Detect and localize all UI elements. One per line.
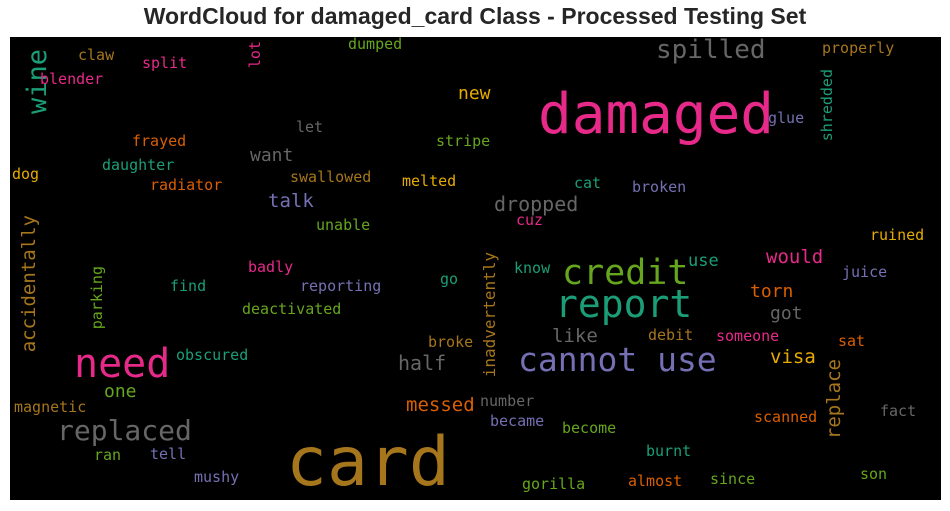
word-melted: melted [402,172,457,190]
word-glue: glue [768,109,805,127]
word-son: son [860,465,888,483]
word-almost: almost [628,472,683,490]
word-accidentally: accidentally [18,215,40,353]
word-cuz: cuz [516,211,544,229]
word-became: became [490,412,545,430]
word-report: report [555,282,693,326]
word-sat: sat [838,332,866,350]
word-dumped: dumped [348,37,403,53]
word-use: use [688,251,719,271]
word-since: since [710,470,756,488]
word-split: split [142,54,188,72]
word-broke: broke [428,333,474,351]
word-shredded: shredded [818,69,836,142]
word-dropped: dropped [494,192,579,216]
word-spilled: spilled [656,37,766,65]
word-daughter: daughter [102,156,175,174]
word-cat: cat [574,174,602,192]
word-stripe: stripe [436,132,491,150]
word-replace: replace [823,359,845,440]
word-burnt: burnt [646,442,692,460]
word-let: let [296,118,324,136]
word-dog: dog [12,165,40,183]
word-juice: juice [842,263,888,281]
word-claw: claw [78,46,115,64]
word-need: need [74,341,171,387]
word-magnetic: magnetic [14,398,87,416]
word-credit: credit [562,253,689,293]
word-become: become [562,419,617,437]
word-inadvertently: inadvertently [480,252,499,378]
word-swallowed: swallowed [290,168,372,186]
word-scanned: scanned [754,408,818,426]
word-broken: broken [632,178,687,196]
word-card: card [286,423,450,500]
word-find: find [170,277,207,295]
word-messed: messed [406,394,475,416]
word-deactivated: deactivated [242,300,342,318]
word-would: would [766,246,824,268]
word-reporting: reporting [300,277,382,295]
word-torn: torn [750,281,794,302]
word-replaced: replaced [57,414,192,447]
word-properly: properly [822,39,895,57]
word-parking: parking [88,266,106,330]
word-debit: debit [648,326,694,344]
word-one: one [104,381,137,402]
word-gorilla: gorilla [522,475,586,493]
word-got: got [770,303,803,324]
word-badly: badly [248,258,294,276]
word-unable: unable [316,216,371,234]
word-half: half [398,351,447,375]
word-want: want [250,145,294,166]
word-number: number [480,392,535,410]
chart-title: WordCloud for damaged_card Class - Proce… [143,3,807,29]
word-visa: visa [770,346,816,368]
word-lot: lot [246,41,264,69]
word-talk: talk [268,190,314,212]
word-ruined: ruined [870,226,925,244]
word-fact: fact [880,402,917,420]
word-ran: ran [94,446,122,464]
word-frayed: frayed [132,132,187,150]
word-cannot-use: cannot use [518,340,717,379]
word-obscured: obscured [176,346,249,364]
word-mushy: mushy [194,468,240,486]
word-blender: blender [40,70,104,88]
word-someone: someone [716,327,780,345]
word-cloud: card damaged report need credit cannot use rep… [10,37,941,500]
word-radiator: radiator [150,176,223,194]
word-like: like [552,325,598,347]
word-damaged: damaged [538,82,775,147]
word-tell: tell [150,445,187,463]
word-go: go [440,270,459,288]
word-new: new [458,83,491,104]
word-know: know [514,259,551,277]
